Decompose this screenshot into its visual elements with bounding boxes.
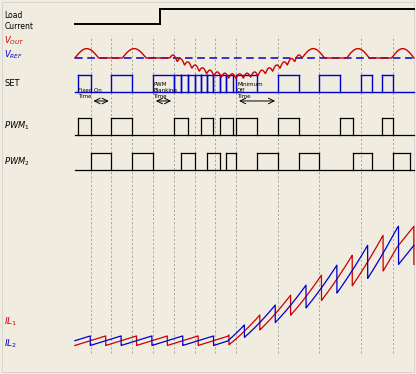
Text: Minimum
Off
Time: Minimum Off Time: [237, 82, 263, 99]
Text: Fixed On
Time: Fixed On Time: [78, 88, 102, 99]
Text: $PWM_2$: $PWM_2$: [4, 156, 30, 168]
Text: $V_{REF}$: $V_{REF}$: [4, 49, 23, 61]
Text: $V_{OUT}$: $V_{OUT}$: [4, 35, 25, 47]
Text: $PWM_1$: $PWM_1$: [4, 120, 30, 132]
Text: SET: SET: [4, 79, 20, 88]
Text: $IL_1$: $IL_1$: [4, 315, 17, 328]
Text: $IL_2$: $IL_2$: [4, 338, 17, 350]
Text: PWM
Blanking
Time: PWM Blanking Time: [153, 82, 177, 99]
Text: Load
Current: Load Current: [4, 11, 33, 31]
